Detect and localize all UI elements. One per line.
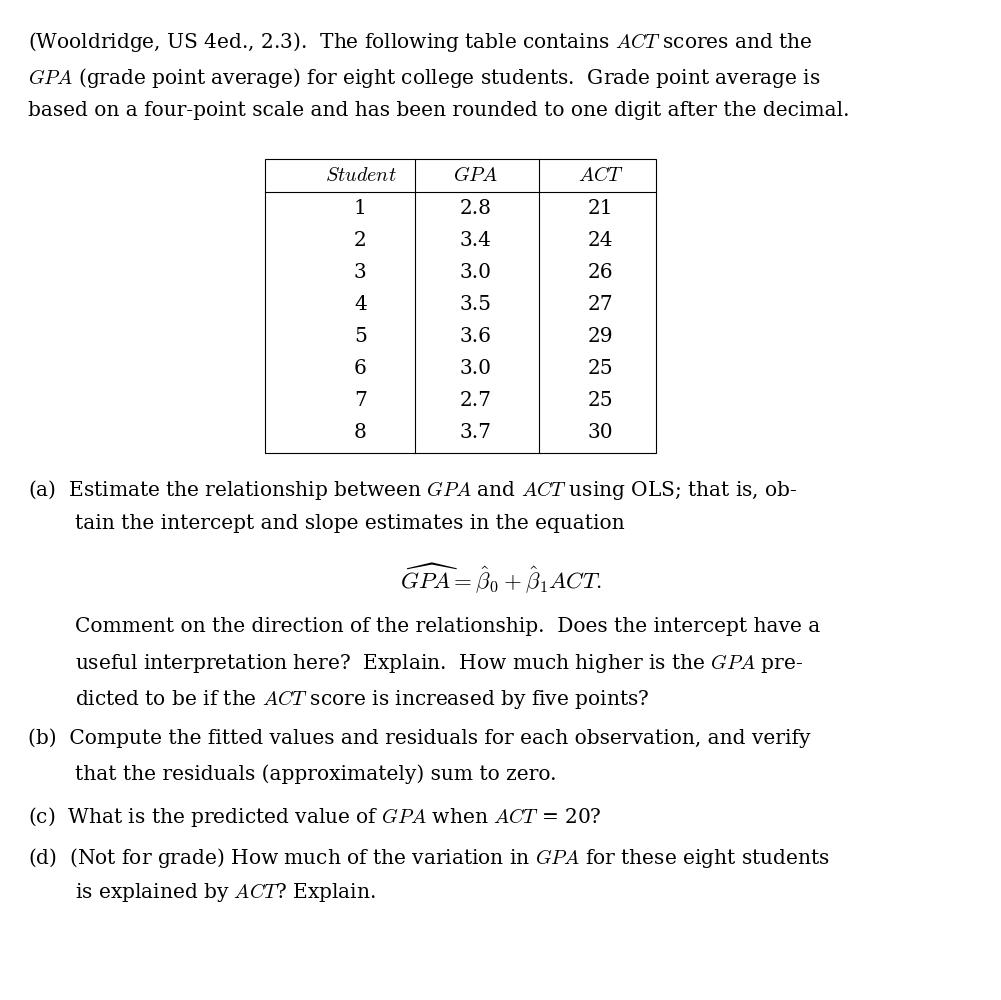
Text: 8: 8 — [354, 423, 366, 442]
Text: 26: 26 — [588, 263, 614, 282]
Text: 6: 6 — [354, 359, 366, 378]
Text: (b)  Compute the fitted values and residuals for each observation, and verify: (b) Compute the fitted values and residu… — [28, 728, 811, 748]
Text: 3.6: 3.6 — [459, 327, 491, 346]
Text: $\mathit{GPA}$ (grade point average) for eight college students.  Grade point av: $\mathit{GPA}$ (grade point average) for… — [28, 66, 821, 90]
Text: dicted to be if the $\mathit{ACT}$ score is increased by five points?: dicted to be if the $\mathit{ACT}$ score… — [75, 688, 650, 711]
Text: 24: 24 — [588, 231, 614, 250]
Text: based on a four-point scale and has been rounded to one digit after the decimal.: based on a four-point scale and has been… — [28, 101, 850, 120]
Text: 3.7: 3.7 — [459, 423, 491, 442]
Text: Comment on the direction of the relationship.  Does the intercept have a: Comment on the direction of the relation… — [75, 617, 821, 636]
Text: $\mathit{Student}$: $\mathit{Student}$ — [324, 166, 396, 185]
Text: 3: 3 — [354, 263, 366, 282]
Text: useful interpretation here?  Explain.  How much higher is the $\mathit{GPA}$ pre: useful interpretation here? Explain. How… — [75, 652, 803, 675]
Text: 5: 5 — [354, 327, 366, 346]
Text: $\mathit{ACT}$: $\mathit{ACT}$ — [578, 166, 624, 185]
Text: 2.8: 2.8 — [459, 199, 491, 218]
Text: 3.4: 3.4 — [459, 231, 491, 250]
Text: (a)  Estimate the relationship between $\mathit{GPA}$ and $\mathit{ACT}$ using O: (a) Estimate the relationship between $\… — [28, 478, 798, 502]
Text: 3.0: 3.0 — [459, 359, 491, 378]
Text: 27: 27 — [588, 295, 614, 314]
Text: 25: 25 — [588, 359, 614, 378]
Text: 30: 30 — [588, 423, 614, 442]
Text: 2: 2 — [354, 231, 366, 250]
Bar — [265, 158, 656, 453]
Text: (Wooldridge, US 4ed., 2.3).  The following table contains $\mathit{ACT}$ scores : (Wooldridge, US 4ed., 2.3). The followin… — [28, 30, 813, 54]
Text: 7: 7 — [354, 391, 366, 410]
Text: that the residuals (approximately) sum to zero.: that the residuals (approximately) sum t… — [75, 764, 557, 784]
Text: $\widehat{GPA} = \hat{\beta}_0 + \hat{\beta}_1 ACT.$: $\widehat{GPA} = \hat{\beta}_0 + \hat{\b… — [399, 562, 602, 596]
Text: $\mathit{GPA}$: $\mathit{GPA}$ — [452, 166, 498, 185]
Text: 2.7: 2.7 — [459, 391, 491, 410]
Text: 3.5: 3.5 — [459, 295, 491, 314]
Text: 4: 4 — [354, 295, 366, 314]
Text: (c)  What is the predicted value of $\mathit{GPA}$ when $\mathit{ACT}$ = 20?: (c) What is the predicted value of $\mat… — [28, 805, 602, 829]
Text: 3.0: 3.0 — [459, 263, 491, 282]
Text: is explained by $\mathit{ACT}$? Explain.: is explained by $\mathit{ACT}$? Explain. — [75, 881, 375, 904]
Text: (d)  (Not for grade) How much of the variation in $\mathit{GPA}$ for these eight: (d) (Not for grade) How much of the vari… — [28, 846, 830, 870]
Text: tain the intercept and slope estimates in the equation: tain the intercept and slope estimates i… — [75, 514, 625, 533]
Text: 21: 21 — [588, 199, 614, 218]
Text: 29: 29 — [588, 327, 614, 346]
Text: 25: 25 — [588, 391, 614, 410]
Text: 1: 1 — [354, 199, 366, 218]
